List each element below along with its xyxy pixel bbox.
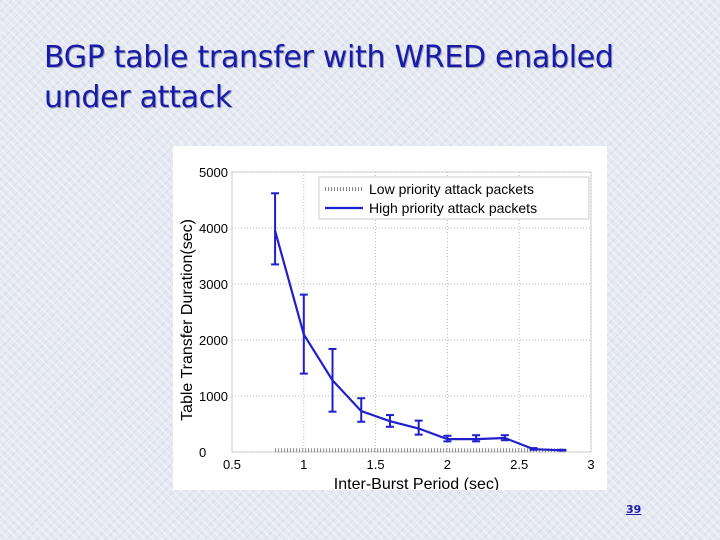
slide-title-line-1: BGP table transfer with WRED enabled <box>44 40 614 75</box>
y-tick-label: 5000 <box>199 165 228 180</box>
x-axis-label: Inter-Burst Period (sec) <box>334 476 499 490</box>
y-tick-label: 2000 <box>199 333 228 348</box>
page-number: 39 <box>626 503 642 516</box>
y-tick-label: 0 <box>199 445 206 460</box>
x-tick-label: 1 <box>300 457 307 472</box>
chart: 0 1000 2000 3000 4000 5000 0.5 1 1.5 2 2.5 3 Inter-B… <box>179 165 595 490</box>
y-tick-label: 1000 <box>199 389 228 404</box>
y-axis-label: Table Transfer Duration(sec) <box>179 219 196 421</box>
x-tick-label: 2.5 <box>510 457 528 472</box>
slide-title: BGP table transfer with WRED enabled und… <box>44 38 704 118</box>
x-tick-label: 0.5 <box>223 457 241 472</box>
plot-frame <box>231 171 592 453</box>
slide-title-line-2: under attack <box>44 80 232 115</box>
x-tick-label: 1.5 <box>367 457 385 472</box>
y-tick-label: 3000 <box>199 277 228 292</box>
legend-box <box>318 176 590 220</box>
legend-label: High priority attack packets <box>369 200 537 216</box>
y-tick-label: 4000 <box>199 221 228 236</box>
chart-container: 0 1000 2000 3000 4000 5000 0.5 1 1.5 2 2.5 3 Inter-B… <box>173 146 607 490</box>
x-tick-label: 2 <box>444 457 451 472</box>
legend-label: Low priority attack packets <box>369 181 534 197</box>
x-tick-label: 3 <box>587 457 594 472</box>
